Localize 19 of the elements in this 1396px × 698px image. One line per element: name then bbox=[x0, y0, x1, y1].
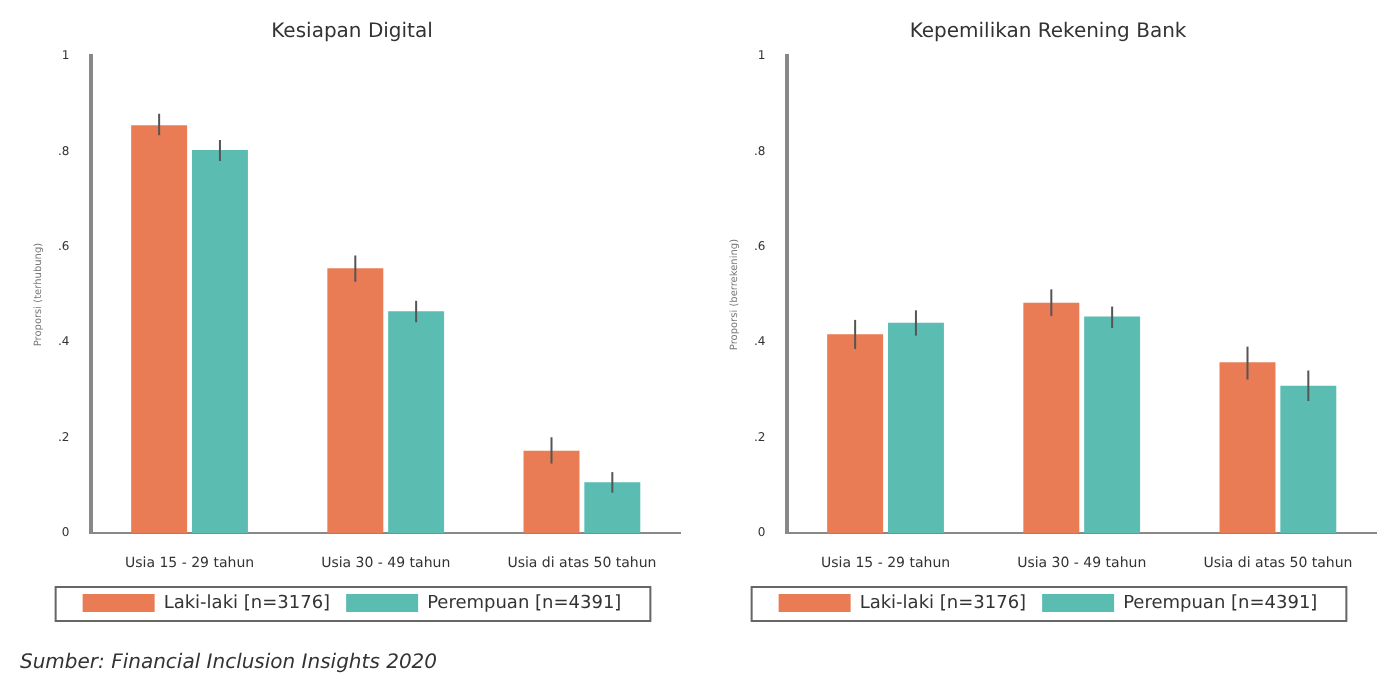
bar bbox=[1219, 362, 1276, 534]
bar bbox=[1280, 385, 1337, 534]
chart-title: Kepemilikan Rekening Bank bbox=[909, 21, 1187, 44]
bar bbox=[523, 450, 580, 534]
text: Sumber: Financial Inclusion Insights 2020 bbox=[18, 652, 440, 674]
bar bbox=[191, 150, 248, 534]
legend-label: Perempuan [n=4391] bbox=[427, 593, 622, 614]
legend-label: Laki-laki [n=3176] bbox=[859, 593, 1027, 614]
bar bbox=[1023, 302, 1080, 534]
bar bbox=[887, 322, 944, 534]
legend-label: Perempuan [n=4391] bbox=[1123, 593, 1318, 614]
bar bbox=[827, 334, 884, 534]
bar bbox=[327, 268, 384, 534]
bar bbox=[1084, 316, 1141, 534]
bar bbox=[131, 125, 188, 534]
legend-label: Laki-laki [n=3176] bbox=[163, 593, 331, 614]
bar bbox=[388, 311, 445, 534]
chart-title: Kesiapan Digital bbox=[271, 21, 433, 44]
bar bbox=[584, 482, 641, 534]
